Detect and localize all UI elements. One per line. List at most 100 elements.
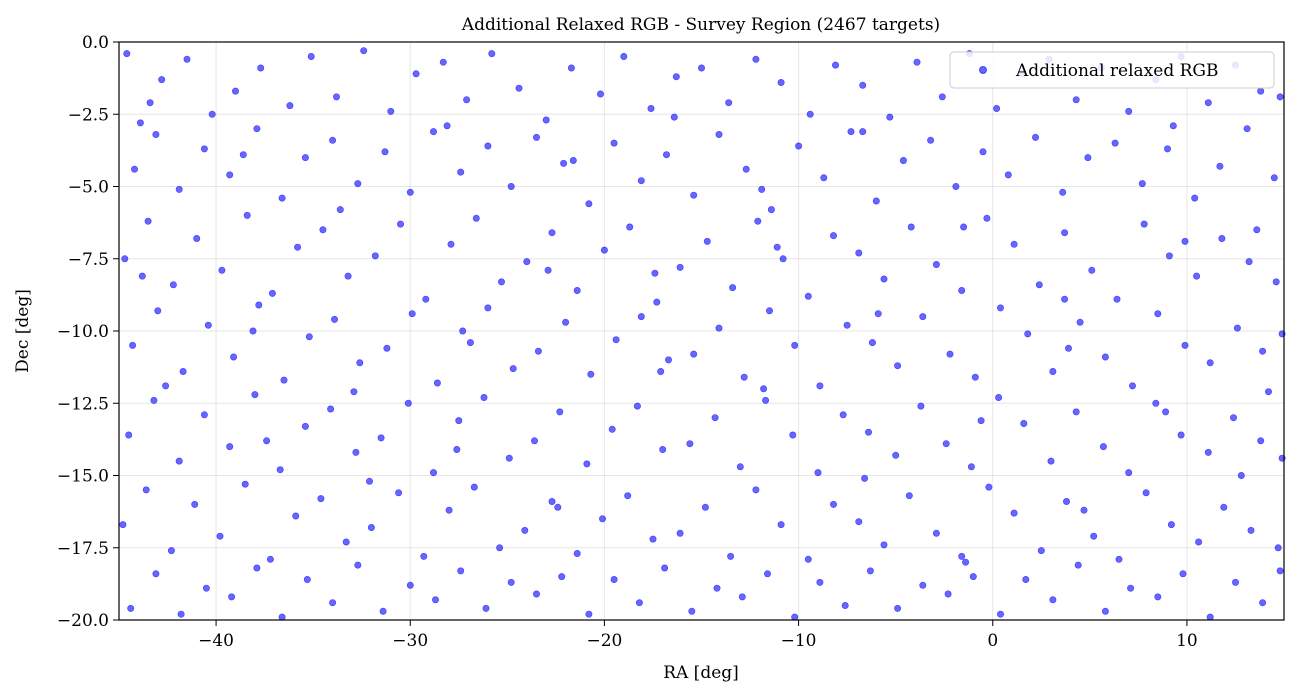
data-point (583, 460, 591, 468)
data-point (263, 437, 271, 445)
data-point (1063, 497, 1071, 505)
data-point (1204, 448, 1212, 456)
data-point (371, 252, 379, 260)
data-point (777, 79, 785, 87)
data-point (690, 191, 698, 199)
data-point (872, 197, 880, 205)
data-point (657, 367, 665, 375)
legend: Additional relaxed RGB (949, 51, 1275, 89)
data-point (129, 341, 137, 349)
data-point (319, 226, 327, 234)
data-point (804, 555, 812, 563)
y-tick-label: −12.5 (57, 394, 109, 414)
data-point (1142, 489, 1150, 497)
data-point (829, 500, 837, 508)
data-point (280, 376, 288, 384)
data-point (971, 373, 979, 381)
data-point (177, 610, 185, 618)
data-point (1164, 145, 1172, 153)
data-point (1065, 344, 1073, 352)
data-point (301, 422, 309, 430)
data-point (1020, 419, 1028, 427)
data-point (932, 260, 940, 268)
data-point (1022, 575, 1030, 583)
data-point (620, 52, 628, 60)
data-point (791, 341, 799, 349)
y-tick-label: −15.0 (57, 467, 109, 487)
data-point (1061, 295, 1069, 303)
data-point (585, 610, 593, 618)
data-point (1076, 318, 1084, 326)
data-point (960, 223, 968, 231)
data-point (367, 523, 375, 531)
data-point (484, 304, 492, 312)
data-point (530, 437, 538, 445)
y-tick-label: −7.5 (68, 250, 109, 270)
data-point (725, 99, 733, 107)
data-point (690, 350, 698, 358)
data-point (1247, 526, 1255, 534)
data-point (996, 610, 1004, 618)
data-point (329, 136, 337, 144)
data-point (253, 564, 261, 572)
data-point (567, 64, 575, 72)
data-point (445, 506, 453, 514)
data-point (598, 515, 606, 523)
data-point (1061, 229, 1069, 237)
data-point (829, 232, 837, 240)
data-point (131, 165, 139, 173)
data-point (816, 578, 824, 586)
data-point (327, 405, 335, 413)
data-point (729, 284, 737, 292)
data-point (202, 584, 210, 592)
data-point (431, 596, 439, 604)
data-point (429, 469, 437, 477)
data-point (228, 593, 236, 601)
data-point (1090, 532, 1098, 540)
data-point (672, 73, 680, 81)
data-point (1101, 607, 1109, 615)
data-point (342, 538, 350, 546)
data-point (1257, 437, 1265, 445)
data-point (1047, 457, 1055, 465)
data-point (560, 159, 568, 167)
data-point (507, 578, 515, 586)
data-point (544, 266, 552, 274)
data-point (496, 544, 504, 552)
data-point (839, 411, 847, 419)
data-point (662, 151, 670, 159)
data-point (814, 469, 822, 477)
data-point (443, 122, 451, 130)
data-point (1125, 469, 1133, 477)
data-point (482, 604, 490, 612)
data-point (864, 428, 872, 436)
data-point (600, 246, 608, 254)
data-point (532, 590, 540, 598)
data-point (183, 55, 191, 63)
data-point (1206, 613, 1214, 621)
data-point (457, 567, 465, 575)
data-point (1165, 252, 1173, 260)
data-point (191, 500, 199, 508)
data-point (995, 393, 1003, 401)
data-point (859, 128, 867, 136)
data-point (484, 142, 492, 150)
data-point (152, 570, 160, 578)
data-point (624, 492, 632, 500)
data-point (907, 223, 915, 231)
data-point (919, 581, 927, 589)
data-point (257, 64, 265, 72)
data-point (816, 382, 824, 390)
data-point (344, 272, 352, 280)
y-tick-label: −2.5 (68, 105, 109, 125)
data-point (711, 414, 719, 422)
data-point (204, 321, 212, 329)
data-point (880, 275, 888, 283)
data-point (150, 396, 158, 404)
data-point (1084, 154, 1092, 162)
y-tick-label: 0.0 (82, 33, 109, 53)
legend-label: Additional relaxed RGB (1015, 61, 1218, 81)
data-point (317, 495, 325, 503)
chart-title: Additional Relaxed RGB - Survey Region (… (461, 15, 940, 35)
